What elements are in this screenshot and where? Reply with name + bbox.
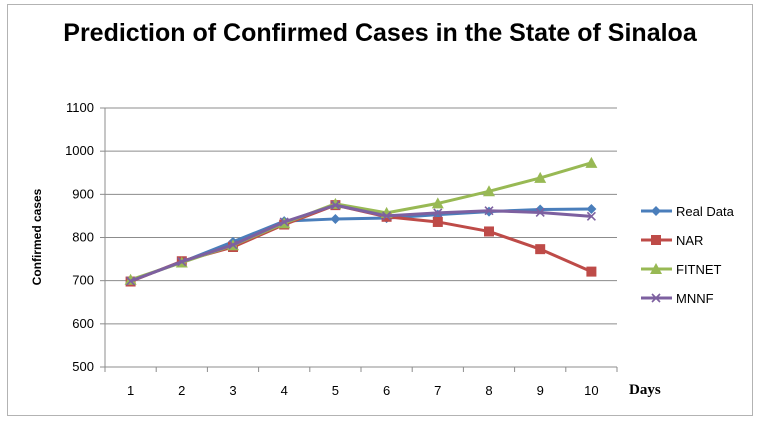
y-tick-label: 700 [72,273,94,288]
legend-marker [651,206,661,216]
legend-item-nar: NAR [641,233,703,248]
y-tick-label: 800 [72,230,94,245]
chart-title: Prediction of Confirmed Cases in the Sta… [63,19,697,47]
data-point-nar [586,266,597,277]
x-tick-label: 5 [332,383,339,398]
x-tick-label: 4 [281,383,288,398]
x-tick-label: 3 [229,383,236,398]
data-point-fitnet [124,273,137,285]
y-tick-label: 1100 [66,100,94,115]
data-point-mnnf [126,276,136,286]
y-axis-label: Confirmed cases [30,188,44,285]
data-point-fitnet [585,156,598,168]
data-point-mnnf [586,211,596,221]
data-point-mnnf [484,206,494,216]
series-group [124,156,598,287]
x-tick-label: 10 [584,383,598,398]
gridlines [100,107,618,372]
data-point-mnnf [330,200,340,210]
legend-item-mnnf: MNNF [641,291,714,306]
x-axis-label: Days [629,382,661,398]
legend-label: NAR [676,233,703,248]
y-tick-label: 1000 [65,143,94,158]
series-line-fitnet [130,161,592,282]
data-point-fitnet [431,197,444,209]
series-line-real-data [130,207,592,283]
data-point-nar [432,216,443,227]
y-tick-labels: 500 600 700 800 900 1000 1100 [65,100,94,374]
chart-frame [7,4,753,416]
legend-item-real-data: Real Data [641,204,735,219]
data-point-fitnet [534,171,547,183]
y-tick-label: 900 [72,186,94,201]
x-tick-label: 2 [178,383,185,398]
data-point-fitnet [483,185,495,197]
data-point-mnnf [177,257,187,267]
data-point-real-data [330,213,341,224]
x-tick-label: 9 [537,383,544,398]
legend-marker [651,293,661,303]
legend-item-fitnet: FITNET [641,262,722,277]
legend-label: MNNF [676,291,714,306]
data-point-mnnf [535,207,545,218]
x-tick-label: 7 [434,383,441,398]
series-mnnf [126,200,596,286]
legend-marker [650,263,662,274]
data-point-real-data [586,204,597,215]
data-point-nar [484,226,494,237]
x-tick-labels: 1 2 3 4 5 6 7 8 9 10 [127,383,599,398]
y-tick-label: 500 [72,359,94,374]
legend-marker [651,235,661,245]
legend-label: Real Data [676,204,735,219]
series-line-nar [130,203,593,283]
data-point-mnnf [228,240,238,250]
x-tick-label: 6 [383,383,390,398]
data-point-mnnf [279,217,289,227]
series-fitnet [124,156,598,285]
data-point-mnnf [433,208,443,218]
data-point-mnnf [382,211,392,221]
y-tick-label: 600 [72,316,94,331]
data-point-nar [535,244,546,255]
x-tick-label: 1 [127,383,134,398]
x-tick-label: 8 [485,383,492,398]
legend-label: FITNET [676,262,722,277]
legend: Real Data NAR FITNET MNNF [641,204,735,306]
series-line-mnnf [130,203,592,283]
